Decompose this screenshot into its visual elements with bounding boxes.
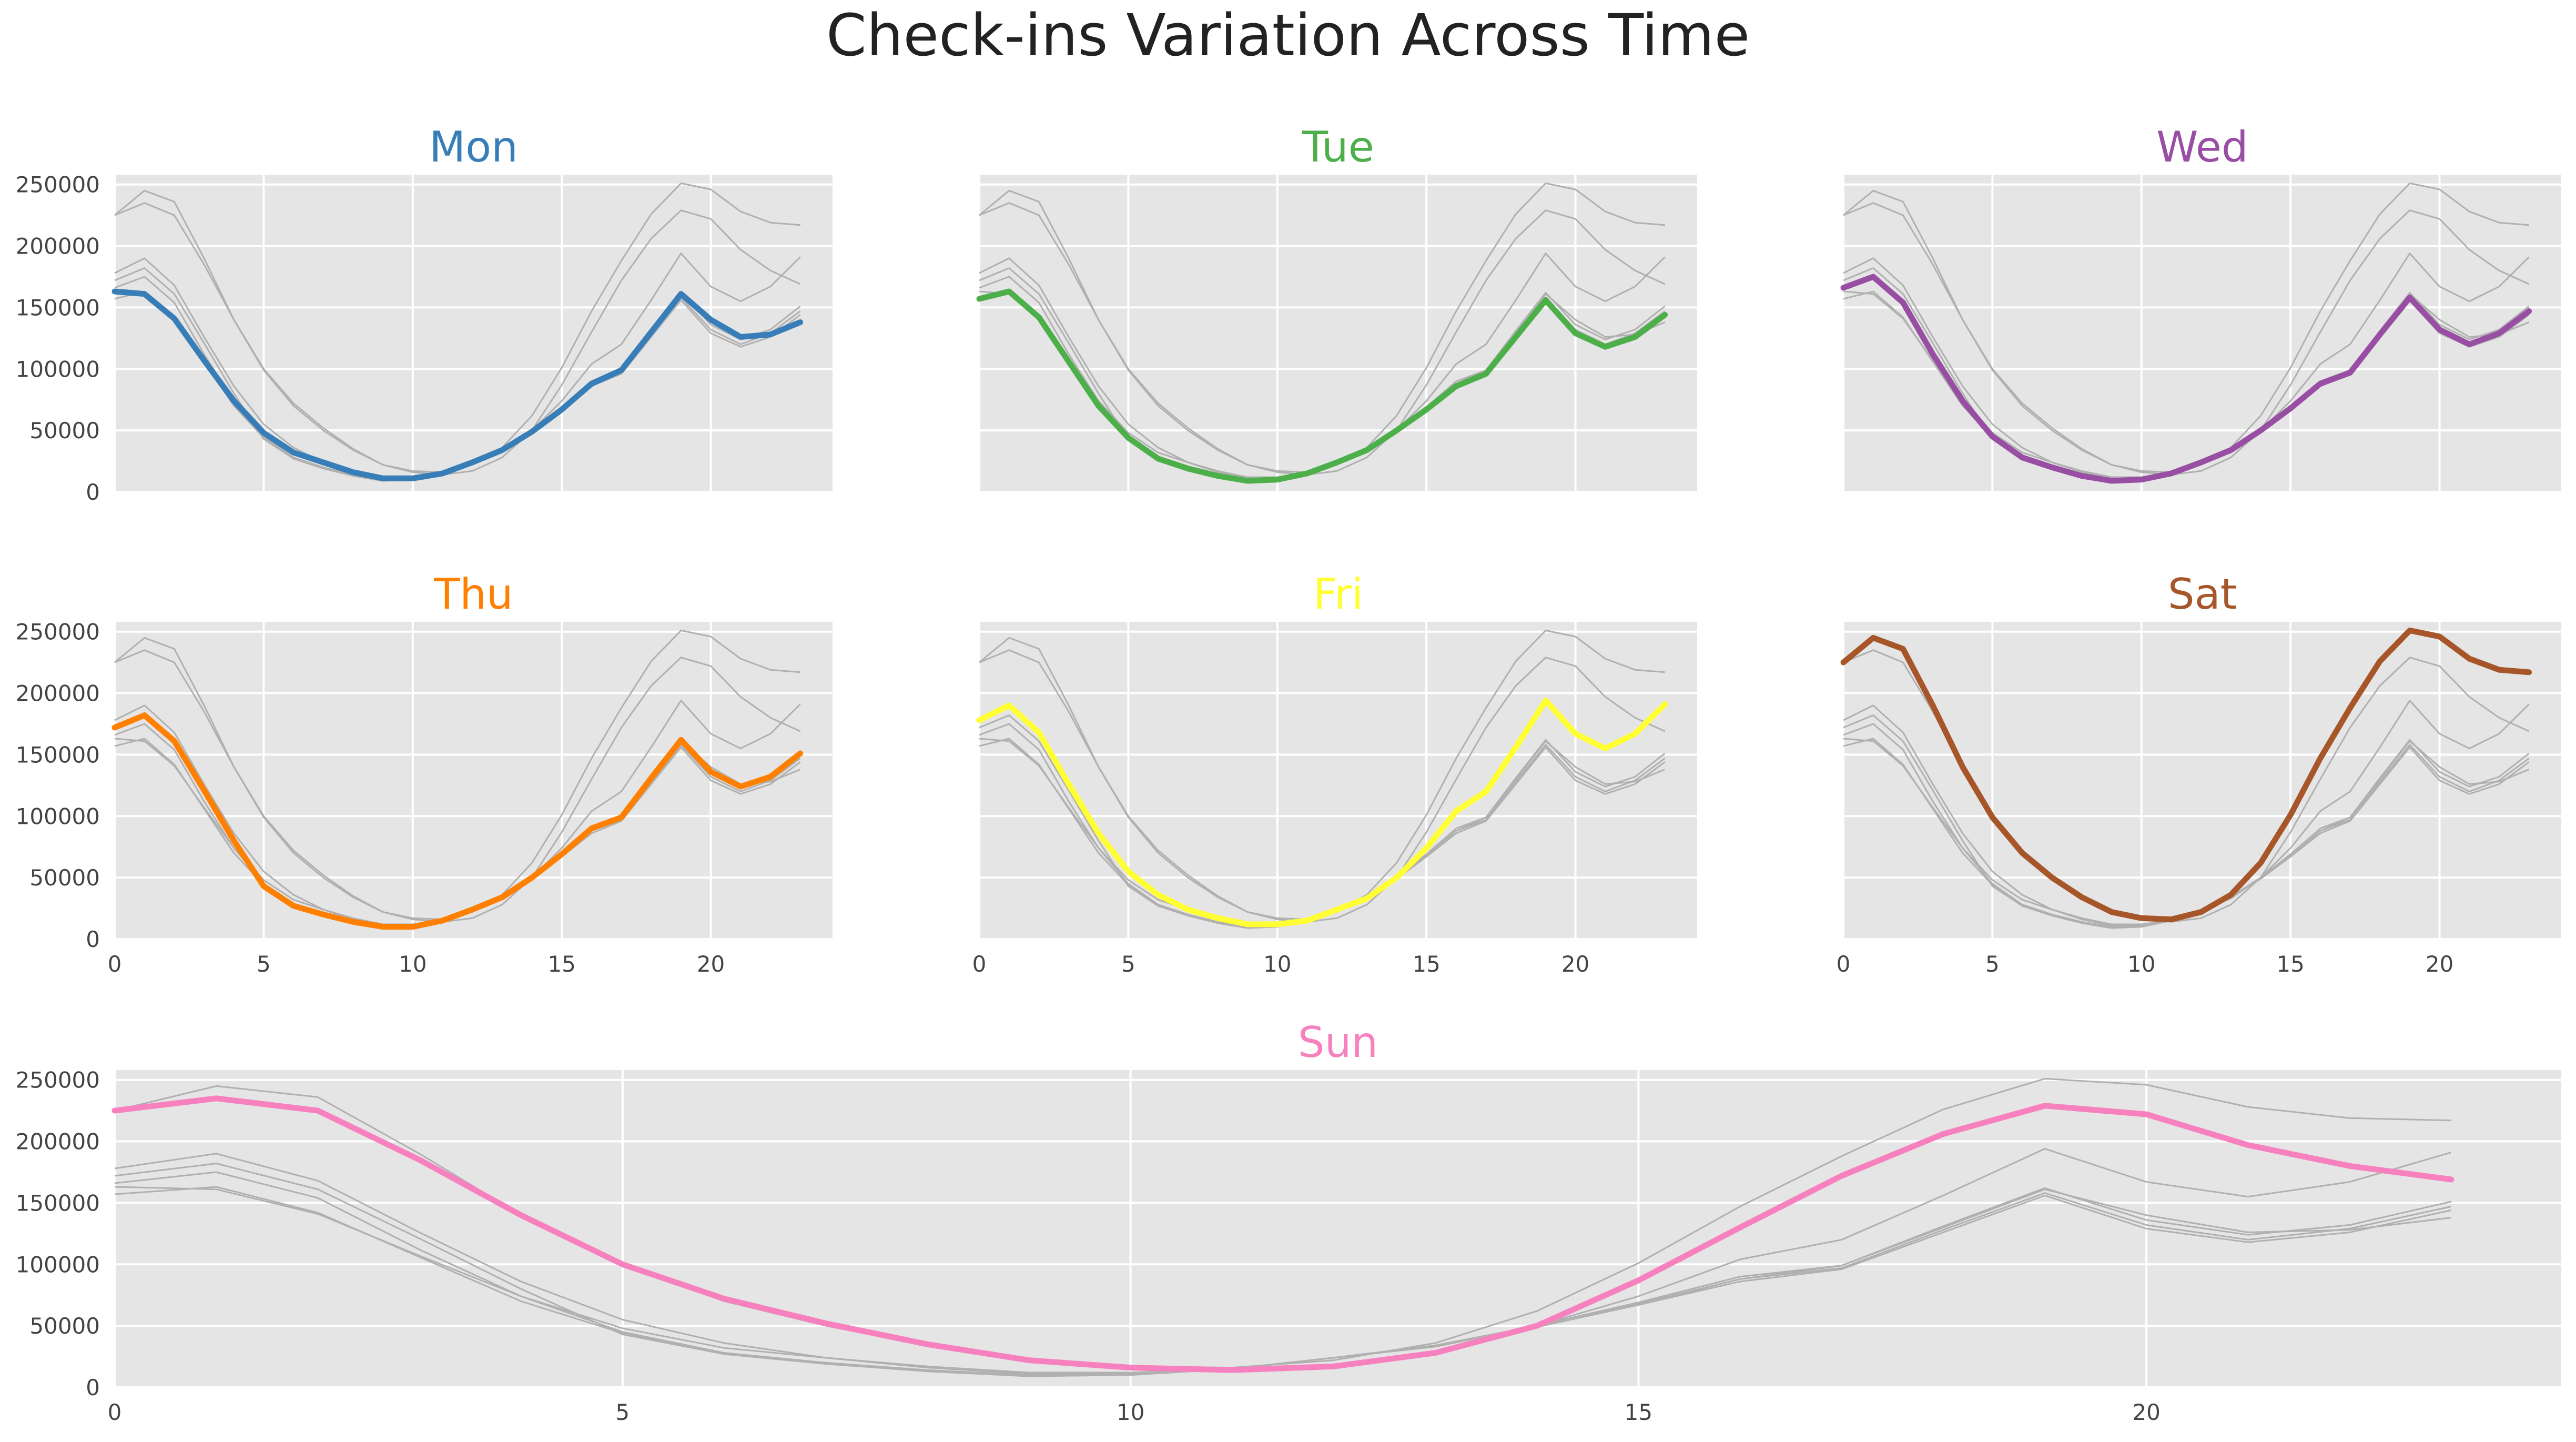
x-tick-label: 0 — [1837, 951, 1851, 977]
x-tick-label: 15 — [1412, 951, 1440, 977]
y-tick-label: 200000 — [16, 234, 100, 259]
x-tick-label: 10 — [1263, 951, 1291, 977]
y-tick-label: 150000 — [16, 742, 100, 768]
y-tick-label: 250000 — [16, 172, 100, 198]
plot-background — [1843, 175, 2561, 492]
figure-title: Check-ins Variation Across Time — [826, 2, 1750, 69]
plot-background — [979, 622, 1697, 939]
y-tick-label: 100000 — [16, 1252, 100, 1277]
series-line-fri — [976, 698, 1668, 927]
plot-background — [115, 1070, 2561, 1387]
background-line-sun — [114, 649, 801, 923]
plot-background — [115, 622, 833, 939]
x-tick-label: 0 — [108, 1399, 122, 1425]
x-tick-label: 5 — [257, 951, 271, 977]
panel-thu: Thu 0 50000 100000 150000 200000 250000 0 5 10 15 2… — [16, 570, 833, 977]
y-tick-label: 50000 — [29, 1313, 100, 1339]
plot-background — [115, 175, 833, 492]
panel-title: Tue — [1302, 123, 1374, 172]
panel-title: Thu — [433, 570, 513, 619]
series-line-tue — [976, 288, 1668, 484]
y-tick-label: 100000 — [16, 356, 100, 382]
background-line-sun — [979, 202, 1666, 476]
y-tick-label: 250000 — [16, 619, 100, 645]
x-tick-label: 10 — [399, 951, 427, 977]
y-tick-label: 150000 — [16, 295, 100, 320]
x-tick-label: 15 — [2276, 951, 2304, 977]
x-tick-label: 5 — [1121, 951, 1135, 977]
y-tick-label: 100000 — [16, 803, 100, 829]
plot-background — [1843, 622, 2561, 939]
series-line-wed — [1840, 274, 2532, 484]
panel-sun: Sun 0 50000 100000 150000 200000 250000 0 5 10 15 2… — [16, 1018, 2561, 1425]
x-tick-label: 5 — [1985, 951, 2000, 977]
plot-background — [979, 175, 1697, 492]
x-tick-label: 5 — [615, 1399, 630, 1425]
series-line-mon — [111, 288, 804, 481]
background-line-sun — [114, 202, 801, 476]
x-tick-label: 10 — [2127, 951, 2155, 977]
x-tick-label: 15 — [1625, 1399, 1652, 1425]
panel-title: Mon — [429, 123, 518, 172]
panel-mon: Mon 0 50000 100000 150000 200000 250000 — [16, 123, 833, 505]
series-line-thu — [111, 712, 804, 930]
y-tick-label: 50000 — [29, 865, 100, 891]
panel-fri: Fri 0 5 10 15 20 — [972, 570, 1697, 977]
x-tick-label: 15 — [547, 951, 575, 977]
x-tick-label: 10 — [1117, 1399, 1144, 1425]
y-tick-label: 0 — [86, 926, 100, 952]
panel-wed: Wed — [1840, 123, 2561, 493]
series-line-sat — [1840, 627, 2532, 923]
x-tick-label: 20 — [1561, 951, 1589, 977]
x-tick-label: 0 — [108, 951, 122, 977]
panel-title: Sat — [2168, 570, 2237, 619]
x-tick-label: 20 — [697, 951, 725, 977]
y-tick-label: 0 — [86, 1375, 100, 1400]
y-tick-label: 50000 — [29, 418, 100, 443]
panel-tue: Tue — [976, 123, 1697, 493]
y-tick-label: 250000 — [16, 1067, 100, 1093]
panel-sat: Sat 0 5 10 15 20 — [1837, 570, 2561, 977]
y-tick-label: 200000 — [16, 1129, 100, 1155]
y-tick-label: 150000 — [16, 1190, 100, 1216]
panel-title: Fri — [1313, 570, 1363, 619]
panel-title: Wed — [2156, 123, 2248, 172]
x-tick-label: 20 — [2132, 1399, 2160, 1425]
x-tick-label: 20 — [2426, 951, 2453, 977]
x-tick-label: 0 — [972, 951, 987, 977]
y-tick-label: 200000 — [16, 681, 100, 707]
background-line-sun — [1843, 202, 2530, 476]
series-line-sun — [111, 1095, 2455, 1373]
panel-title: Sun — [1298, 1018, 1378, 1067]
y-tick-label: 0 — [86, 479, 100, 505]
background-line-sun — [979, 649, 1666, 923]
